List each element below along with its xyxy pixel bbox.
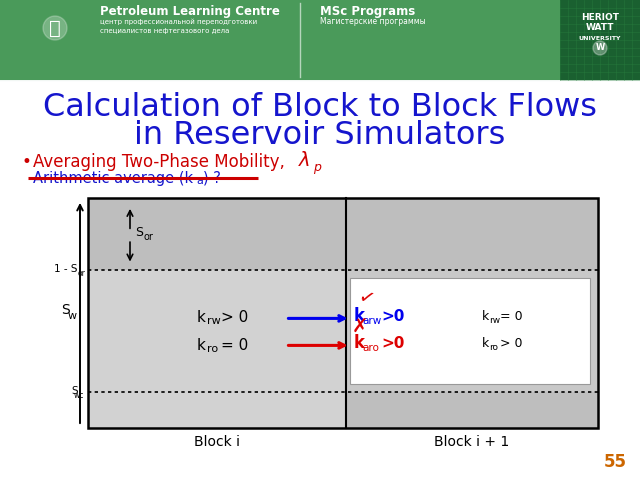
Text: k: k bbox=[482, 310, 489, 323]
Text: = 0: = 0 bbox=[221, 338, 248, 353]
Bar bbox=[88, 198, 346, 270]
Text: aro: aro bbox=[362, 343, 380, 353]
Text: MSc Programs: MSc Programs bbox=[320, 4, 415, 17]
Text: HERIOT: HERIOT bbox=[581, 13, 619, 23]
Bar bbox=[0, 0, 640, 80]
Text: a: a bbox=[196, 176, 203, 186]
Text: S: S bbox=[61, 303, 70, 317]
Text: wc: wc bbox=[74, 391, 84, 400]
Bar bbox=[88, 270, 346, 392]
Text: p: p bbox=[313, 160, 321, 173]
Text: специалистов нефтегазового дела: специалистов нефтегазового дела bbox=[100, 28, 229, 34]
Text: Calculation of Block to Block Flows: Calculation of Block to Block Flows bbox=[43, 93, 597, 123]
Text: k: k bbox=[353, 307, 365, 325]
Text: Block i + 1: Block i + 1 bbox=[434, 435, 509, 449]
Circle shape bbox=[43, 16, 67, 40]
Text: 1 - S: 1 - S bbox=[54, 264, 78, 275]
Text: •: • bbox=[22, 153, 32, 171]
Text: = 0: = 0 bbox=[500, 310, 522, 323]
Text: Petroleum Learning Centre: Petroleum Learning Centre bbox=[100, 4, 280, 17]
Text: Averaging Two-Phase Mobility,: Averaging Two-Phase Mobility, bbox=[33, 153, 290, 171]
Text: центр профессиональной переподготовки: центр профессиональной переподготовки bbox=[100, 19, 257, 25]
Text: ✓: ✓ bbox=[356, 287, 376, 310]
Text: >0: >0 bbox=[381, 336, 405, 351]
Text: or: or bbox=[77, 269, 85, 278]
Text: 55: 55 bbox=[604, 453, 627, 471]
Text: >0: >0 bbox=[381, 309, 405, 324]
Bar bbox=[88, 198, 598, 428]
Text: k: k bbox=[353, 335, 365, 352]
Text: > 0: > 0 bbox=[500, 337, 522, 350]
Text: WATT: WATT bbox=[586, 24, 614, 33]
Text: rw: rw bbox=[207, 316, 221, 326]
Bar bbox=[346, 198, 598, 270]
Text: S: S bbox=[135, 226, 143, 239]
Text: Arithmetic average (k: Arithmetic average (k bbox=[33, 170, 193, 185]
Bar bbox=[88, 392, 346, 428]
Text: k: k bbox=[196, 338, 205, 353]
Bar bbox=[349, 278, 590, 384]
Text: > 0: > 0 bbox=[221, 310, 248, 325]
Text: S: S bbox=[72, 386, 78, 396]
Text: k: k bbox=[196, 310, 205, 325]
Text: arw: arw bbox=[362, 316, 382, 326]
Bar bbox=[346, 270, 598, 392]
Bar bbox=[560, 0, 640, 80]
Text: or: or bbox=[143, 232, 153, 242]
Text: ✗: ✗ bbox=[351, 318, 368, 337]
Text: ro: ro bbox=[207, 345, 218, 354]
Text: 🎓: 🎓 bbox=[49, 19, 61, 37]
Text: rw: rw bbox=[489, 316, 500, 325]
Text: in Reservoir Simulators: in Reservoir Simulators bbox=[134, 120, 506, 151]
Circle shape bbox=[593, 41, 607, 55]
Text: Block i: Block i bbox=[194, 435, 240, 449]
Text: k: k bbox=[482, 337, 489, 350]
Text: W: W bbox=[595, 44, 605, 52]
Text: ro: ro bbox=[489, 343, 498, 352]
Text: Магистерские программы: Магистерские программы bbox=[320, 17, 426, 26]
Bar bbox=[346, 392, 598, 428]
Text: ) ?: ) ? bbox=[203, 170, 221, 185]
Text: $\lambda$: $\lambda$ bbox=[298, 151, 310, 169]
Text: UNIVERSITY: UNIVERSITY bbox=[579, 36, 621, 40]
Text: w: w bbox=[67, 311, 77, 321]
